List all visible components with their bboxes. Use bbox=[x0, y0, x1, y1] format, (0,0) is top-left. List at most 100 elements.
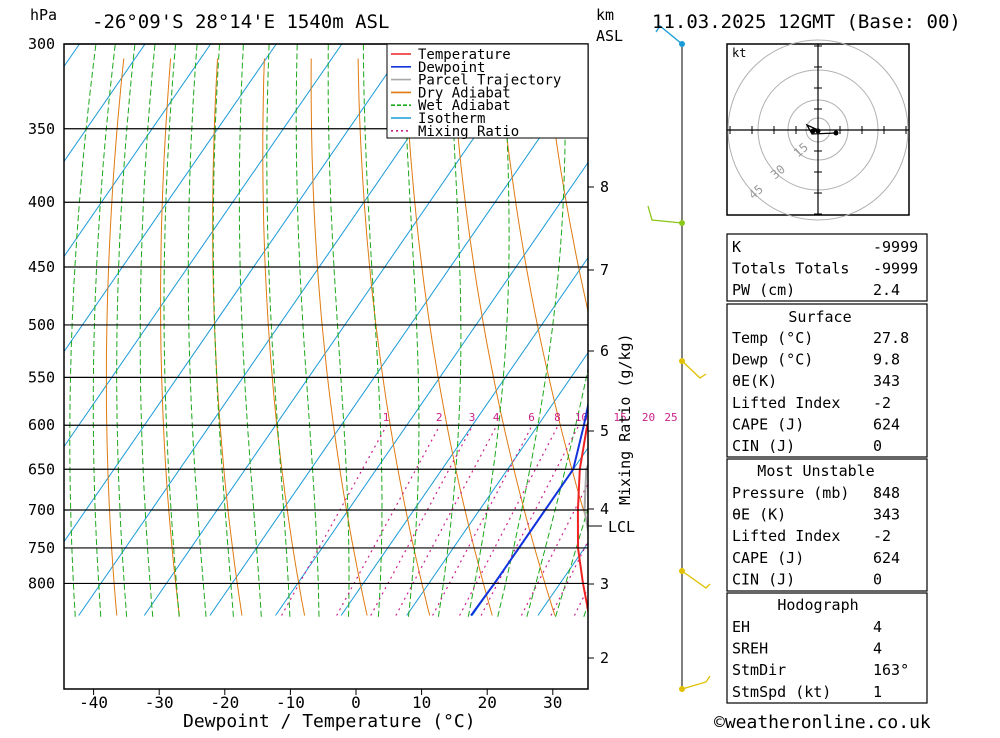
mixing-ratio-axis-label: Mixing Ratio (g/kg) bbox=[616, 333, 634, 505]
legend-entry: Mixing Ratio bbox=[418, 124, 519, 140]
wet-adiabat-line bbox=[93, 44, 115, 617]
surface-label: Temp (°C) bbox=[732, 329, 813, 347]
mixing-ratio-label: 8 bbox=[554, 411, 561, 424]
pressure-tick-label: 550 bbox=[28, 368, 55, 386]
km-tick-label: 8 bbox=[600, 178, 609, 196]
surface-label: CAPE (J) bbox=[732, 415, 804, 433]
km-tick-label: 3 bbox=[600, 575, 609, 593]
wet-adiabat-line bbox=[188, 44, 206, 617]
surface-value: 0 bbox=[873, 437, 882, 455]
hodograph-point bbox=[816, 129, 821, 134]
most-unstable-label: CAPE (J) bbox=[732, 549, 804, 567]
pressure-tick-label: 450 bbox=[28, 258, 55, 276]
x-tick-label: 10 bbox=[412, 693, 431, 712]
x-tick-label: -30 bbox=[145, 693, 174, 712]
location-title: -26°09'S 28°14'E 1540m ASL bbox=[92, 11, 389, 33]
copyright: ©weatheronline.co.uk bbox=[714, 712, 931, 733]
most-unstable-value: -2 bbox=[873, 527, 891, 545]
index-label: Totals Totals bbox=[732, 260, 849, 278]
isotherm-line bbox=[0, 44, 14, 616]
wind-barb bbox=[682, 676, 710, 689]
wet-adiabat-line bbox=[328, 44, 349, 617]
most-unstable-section-title: Most Unstable bbox=[757, 462, 874, 480]
pressure-tick-label: 400 bbox=[28, 193, 55, 211]
most-unstable-value: 624 bbox=[873, 549, 900, 567]
km-unit-label: km bbox=[596, 6, 614, 24]
x-tick-label: 0 bbox=[351, 693, 361, 712]
wind-barb bbox=[648, 206, 682, 223]
hodograph-index-value: 4 bbox=[873, 618, 882, 636]
surface-section-title: Surface bbox=[788, 308, 851, 326]
wet-adiabat-line bbox=[70, 44, 96, 617]
x-tick-label: 20 bbox=[478, 693, 497, 712]
wind-column bbox=[648, 26, 710, 692]
hodograph-point bbox=[811, 129, 816, 134]
hodograph-index-value: 1 bbox=[873, 683, 882, 701]
datetime-title: 11.03.2025 12GMT (Base: 00) bbox=[652, 11, 961, 33]
most-unstable-label: Lifted Index bbox=[732, 527, 840, 545]
dry-adiabat-line bbox=[213, 59, 242, 616]
hodograph-point bbox=[834, 131, 839, 136]
index-value: -9999 bbox=[873, 260, 918, 278]
index-label: K bbox=[732, 238, 741, 256]
mixing-ratio-label: 3 bbox=[469, 411, 476, 424]
pressure-tick-label: 650 bbox=[28, 460, 55, 478]
hodograph-index-label: StmSpd (kt) bbox=[732, 683, 831, 701]
wet-adiabat-line bbox=[140, 44, 155, 617]
pressure-tick-label: 600 bbox=[28, 416, 55, 434]
surface-label: θE(K) bbox=[732, 372, 777, 390]
hodograph-unit: kt bbox=[732, 46, 746, 60]
lcl-label: LCL bbox=[608, 518, 635, 536]
mixing-ratio-label: 4 bbox=[493, 411, 500, 424]
pressure-tick-label: 350 bbox=[28, 120, 55, 138]
hodograph-index-value: 163° bbox=[873, 661, 909, 679]
km-tick-label: 2 bbox=[600, 649, 609, 667]
most-unstable-value: 0 bbox=[873, 570, 882, 588]
x-tick-label: -20 bbox=[210, 693, 239, 712]
x-tick-label: 30 bbox=[543, 693, 562, 712]
x-tick-label: -40 bbox=[79, 693, 108, 712]
mixing-ratio-line bbox=[433, 425, 533, 615]
x-axis-label: Dewpoint / Temperature (°C) bbox=[183, 711, 476, 732]
wind-level-dot bbox=[679, 686, 685, 692]
km-tick-label: 6 bbox=[600, 342, 609, 360]
pressure-tick-label: 500 bbox=[28, 316, 55, 334]
wet-adiabat-line bbox=[239, 44, 261, 617]
wind-level-dot bbox=[679, 358, 685, 364]
index-value: -9999 bbox=[873, 238, 918, 256]
index-label: PW (cm) bbox=[732, 281, 795, 299]
wet-adiabat-line bbox=[363, 44, 382, 617]
most-unstable-value: 848 bbox=[873, 484, 900, 502]
most-unstable-label: CIN (J) bbox=[732, 570, 795, 588]
mixing-ratio-label: 6 bbox=[528, 411, 535, 424]
dry-adiabat-line bbox=[311, 59, 367, 616]
dry-adiabat-line bbox=[499, 59, 618, 616]
mixing-ratio-label: 1 bbox=[383, 411, 390, 424]
pressure-tick-label: 700 bbox=[28, 501, 55, 519]
km-tick-label: 4 bbox=[600, 500, 609, 518]
hodograph-section-title: Hodograph bbox=[777, 596, 858, 614]
dry-adiabat-line bbox=[920, 59, 1000, 616]
dry-adiabat-line bbox=[967, 59, 1000, 616]
index-value: 2.4 bbox=[873, 281, 900, 299]
dry-adiabat-line bbox=[405, 59, 492, 616]
surface-label: Dewp (°C) bbox=[732, 351, 813, 369]
x-tick-label: -10 bbox=[276, 693, 305, 712]
mixing-ratio-label: 20 bbox=[642, 411, 655, 424]
mixing-ratio-line bbox=[282, 425, 387, 615]
surface-value: -2 bbox=[873, 394, 891, 412]
most-unstable-label: Pressure (mb) bbox=[732, 484, 849, 502]
wet-adiabat-line bbox=[296, 44, 319, 617]
hodograph-index-value: 4 bbox=[873, 640, 882, 658]
dry-adiabat-line bbox=[263, 59, 305, 616]
isotherm-line bbox=[13, 44, 407, 616]
surface-value: 27.8 bbox=[873, 329, 909, 347]
hodograph: kt 15 30 45 bbox=[727, 40, 909, 220]
surface-value: 624 bbox=[873, 415, 900, 433]
asl-unit-label: ASL bbox=[596, 27, 623, 45]
mixing-ratio-line bbox=[337, 425, 440, 615]
wind-level-dot bbox=[679, 220, 685, 226]
dry-adiabat-line bbox=[358, 59, 430, 616]
